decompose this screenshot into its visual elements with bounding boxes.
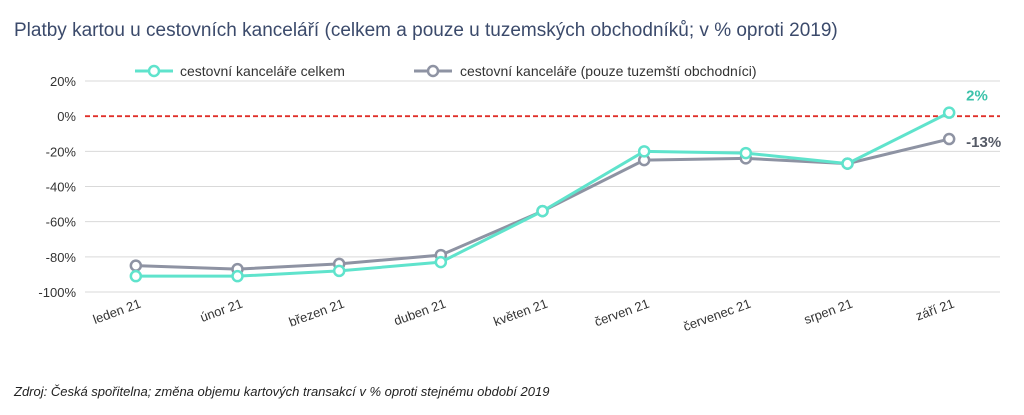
y-tick-label: -20% xyxy=(46,144,77,159)
data-label-series-2: -13% xyxy=(966,134,1001,151)
x-tick-label: leden 21 xyxy=(91,296,143,327)
series-2-point xyxy=(129,259,143,272)
legend-label-2: cestovní kanceláře (pouze tuzemští obcho… xyxy=(460,63,757,79)
series-line-1 xyxy=(135,111,950,278)
x-tick-label: srpen 21 xyxy=(802,296,855,327)
series-1-point xyxy=(637,145,651,158)
y-tick-label: 0% xyxy=(57,109,76,124)
y-tick-label: -80% xyxy=(46,250,77,265)
series-1-point xyxy=(129,269,143,283)
chart-title: Platby kartou u cestovních kanceláří (ce… xyxy=(14,20,838,41)
source-note: Zdroj: Česká spořitelna; změna objemu ka… xyxy=(14,384,550,399)
x-tick-label: duben 21 xyxy=(392,296,448,329)
y-tick-label: -100% xyxy=(38,285,76,300)
legend-swatch-marker-1 xyxy=(147,64,161,78)
series-1-point xyxy=(841,157,854,170)
series-2-point xyxy=(942,132,956,146)
series-1-point xyxy=(942,106,956,119)
legend-swatch-marker-2 xyxy=(426,64,440,78)
series-1-point xyxy=(434,255,448,269)
legend-label-1: cestovní kanceláře celkem xyxy=(180,63,345,79)
x-tick-label: červen 21 xyxy=(592,296,651,330)
y-tick-label: 20% xyxy=(50,74,76,89)
x-tick-label: červenec 21 xyxy=(681,296,753,334)
y-tick-label: -40% xyxy=(46,180,77,195)
legend: cestovní kanceláře celkem cestovní kancel… xyxy=(135,63,757,79)
series-1-point xyxy=(536,204,549,218)
x-tick-label: březen 21 xyxy=(287,296,346,330)
x-tick-label: květen 21 xyxy=(491,296,549,329)
series-line-2 xyxy=(135,137,950,271)
data-label-series-1: 2% xyxy=(966,88,988,105)
series-1-point xyxy=(231,269,244,283)
x-tick-label: září 21 xyxy=(914,296,956,324)
series-1-point xyxy=(332,264,346,278)
series-1-point xyxy=(739,146,753,160)
y-tick-label: -60% xyxy=(46,215,77,230)
x-tick-label: únor 21 xyxy=(198,296,245,325)
